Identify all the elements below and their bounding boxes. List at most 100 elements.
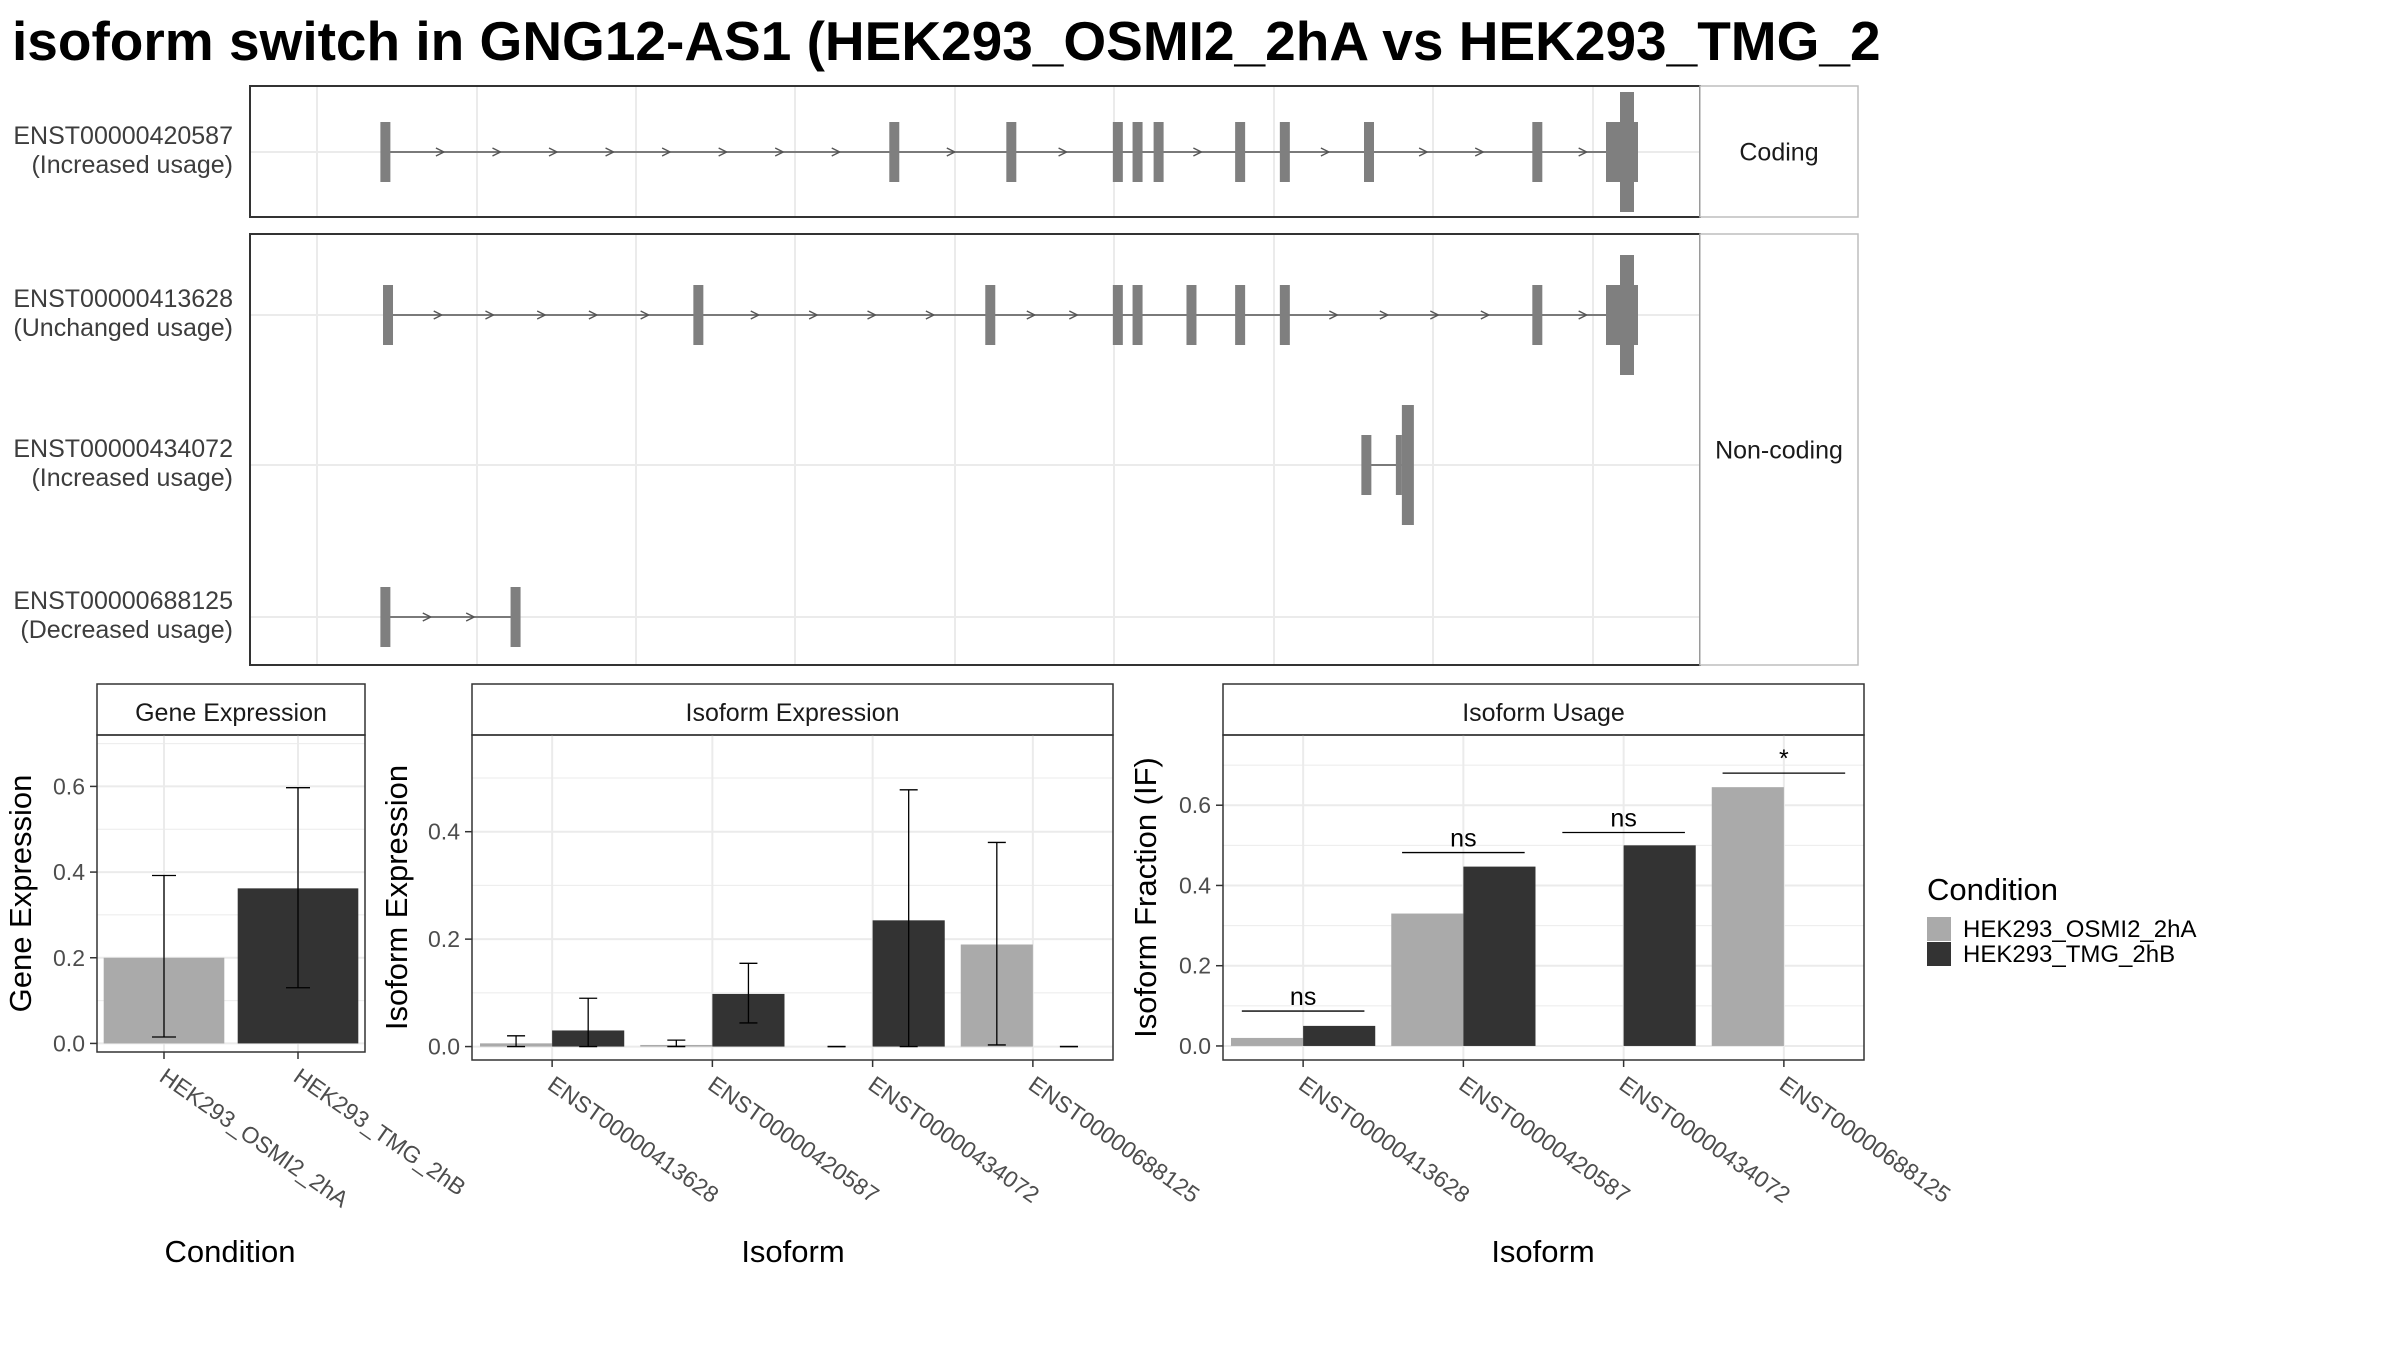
panel-strip bbox=[471, 683, 1114, 736]
y-tick-label: 0.0 bbox=[53, 1030, 85, 1056]
isoform-usage-panel: Isoform Usage ns ns ns * 0.0 0.2 0.4 0.6 ENST0000… bbox=[1128, 683, 1955, 1269]
isoform-id-label: ENST00000420587 bbox=[13, 122, 233, 150]
bar bbox=[1391, 913, 1464, 1046]
significance-label: ns bbox=[1450, 825, 1476, 853]
exon-block bbox=[1401, 405, 1414, 525]
y-tick-label: 0.2 bbox=[1179, 953, 1211, 979]
exon-block bbox=[1112, 122, 1123, 182]
y-tick-label: 0.2 bbox=[428, 926, 460, 952]
facet-strip-label: Non-coding bbox=[1715, 437, 1843, 465]
y-tick-label: 0.4 bbox=[53, 859, 85, 885]
isoform-id-label: ENST00000434072 bbox=[13, 435, 233, 463]
strand-arrow bbox=[1329, 310, 1339, 320]
strand-arrow bbox=[1578, 147, 1589, 157]
legend-entry: HEK293_TMG_2hB bbox=[1963, 941, 2175, 968]
y-tick-label: 0.4 bbox=[1179, 872, 1211, 898]
strand-arrow bbox=[435, 147, 446, 157]
strand-arrow bbox=[485, 310, 496, 320]
y-tick-label: 0.6 bbox=[53, 773, 85, 799]
bar bbox=[1303, 1025, 1376, 1046]
transcript-structure-panel: CodingNon-codingENST00000420587(Increase… bbox=[13, 85, 1859, 666]
exon-block bbox=[380, 122, 391, 182]
strand-arrow bbox=[1058, 147, 1069, 157]
x-axis-title: Condition bbox=[165, 1234, 296, 1269]
y-tick-label: 0.0 bbox=[1179, 1033, 1211, 1059]
exon-block bbox=[1235, 285, 1246, 345]
exon-block bbox=[1186, 285, 1197, 345]
strand-arrow bbox=[1379, 310, 1390, 320]
isoform-usage-label: (Increased usage) bbox=[31, 464, 233, 492]
strand-arrow bbox=[750, 310, 761, 320]
x-tick-label: ENST00000688125 bbox=[1775, 1071, 1955, 1208]
strand-arrow bbox=[433, 310, 444, 320]
x-axis-title: Isoform bbox=[741, 1234, 844, 1269]
strand-arrow bbox=[605, 147, 616, 157]
strand-arrow bbox=[1578, 310, 1589, 320]
isoform-usage-label: (Unchanged usage) bbox=[13, 314, 233, 342]
significance-label: ns bbox=[1610, 805, 1636, 833]
exon-block bbox=[380, 587, 391, 647]
exon-block bbox=[1364, 122, 1374, 182]
strand-arrow bbox=[1069, 310, 1079, 320]
strand-arrow bbox=[1320, 147, 1331, 157]
exon-block bbox=[1361, 435, 1372, 495]
exon-block bbox=[1132, 285, 1143, 345]
strand-arrow bbox=[661, 147, 672, 157]
exon-block bbox=[889, 122, 900, 182]
isoform-usage-label: (Decreased usage) bbox=[20, 616, 233, 644]
exon-block bbox=[1132, 122, 1143, 182]
exon-block bbox=[1235, 122, 1246, 182]
strand-arrow bbox=[640, 310, 651, 320]
bar bbox=[1623, 845, 1696, 1046]
strand-arrow bbox=[422, 612, 433, 622]
strand-arrow bbox=[925, 310, 936, 320]
x-tick-label: ENST00000420587 bbox=[704, 1071, 884, 1208]
legend-swatch bbox=[1927, 917, 1951, 941]
exon-block bbox=[1279, 122, 1290, 182]
significance-label: * bbox=[1779, 745, 1789, 773]
strand-arrow bbox=[1418, 147, 1429, 157]
coding-exon bbox=[1620, 255, 1634, 375]
bar bbox=[1231, 1037, 1304, 1046]
isoform-usage-label: (Increased usage) bbox=[31, 151, 233, 179]
strand-arrow bbox=[1430, 310, 1440, 320]
y-axis-title: Isoform Fraction (IF) bbox=[1128, 757, 1163, 1038]
legend-swatch bbox=[1927, 942, 1951, 966]
exon-block bbox=[1006, 122, 1017, 182]
y-tick-label: 0.2 bbox=[53, 945, 85, 971]
exon-block bbox=[1532, 285, 1543, 345]
isoform-id-label: ENST00000413628 bbox=[13, 285, 233, 313]
exon-block bbox=[383, 285, 394, 345]
x-axis-title: Isoform bbox=[1491, 1234, 1594, 1269]
strand-arrow bbox=[1474, 147, 1485, 157]
facet-strip bbox=[1699, 85, 1859, 218]
facet-strip bbox=[1699, 233, 1859, 666]
x-tick-label: ENST00000688125 bbox=[1024, 1071, 1204, 1208]
panel-strip-title: Isoform Expression bbox=[686, 699, 900, 727]
exon-block bbox=[1153, 122, 1164, 182]
coding-exon bbox=[1620, 92, 1634, 212]
strand-arrow bbox=[831, 147, 842, 157]
isoform-expression-panel: Isoform Expression 0.0 0.2 0.4 ENST000004136… bbox=[379, 683, 1204, 1269]
strand-arrow bbox=[867, 310, 878, 320]
strand-arrow bbox=[1480, 310, 1491, 320]
exon-block bbox=[1279, 285, 1290, 345]
facet-strip-label: Coding bbox=[1739, 139, 1818, 167]
exon-block bbox=[985, 285, 996, 345]
strand-arrow bbox=[536, 310, 547, 320]
strand-arrow bbox=[588, 310, 599, 320]
strand-arrow bbox=[465, 612, 476, 622]
strand-arrow bbox=[946, 147, 957, 157]
panel-border bbox=[1222, 734, 1865, 1061]
isoform-id-label: ENST00000688125 bbox=[13, 587, 233, 615]
x-tick-label: ENST00000434072 bbox=[1615, 1071, 1795, 1208]
x-tick-label: ENST00000420587 bbox=[1455, 1071, 1635, 1208]
strand-arrow bbox=[774, 147, 785, 157]
figure-title: isoform switch in GNG12-AS1 (HEK293_OSMI… bbox=[12, 10, 1881, 72]
panel-strip bbox=[1222, 683, 1865, 736]
panel-strip-title: Isoform Usage bbox=[1462, 699, 1625, 727]
panel-strip-title: Gene Expression bbox=[135, 699, 327, 727]
y-tick-label: 0.4 bbox=[428, 819, 460, 845]
